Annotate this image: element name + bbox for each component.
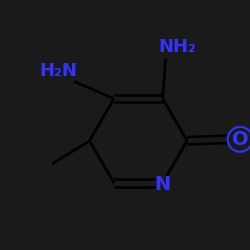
- Text: H₂N: H₂N: [39, 62, 77, 80]
- Text: NH₂: NH₂: [158, 38, 196, 56]
- Text: O: O: [232, 130, 248, 149]
- Text: N: N: [154, 175, 171, 194]
